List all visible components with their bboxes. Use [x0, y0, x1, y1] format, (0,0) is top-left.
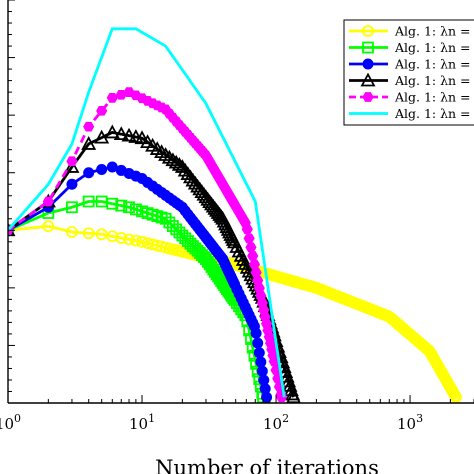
data-point-marker: [159, 212, 172, 225]
data-point-marker: [250, 327, 262, 339]
data-point-marker: [362, 58, 374, 70]
data-point-marker: [248, 259, 261, 270]
data-point-marker: [171, 156, 187, 171]
data-point-marker: [163, 216, 176, 229]
plot-area: [8, 27, 462, 403]
data-point-marker: [96, 164, 108, 176]
axes: [7, 0, 474, 404]
data-point-marker: [170, 223, 183, 236]
x-axis-label: Number of iterations: [155, 456, 379, 474]
data-point-marker: [243, 233, 255, 244]
legend-label: Alg. 1: λn =: [394, 24, 471, 39]
data-point-marker: [276, 359, 292, 374]
data-point-marker: [255, 356, 267, 368]
data-point-marker: [81, 136, 97, 150]
data-point-marker: [140, 134, 156, 149]
data-point-marker: [66, 156, 78, 167]
legend-label: Alg. 1: λn =: [394, 40, 471, 55]
data-point-marker: [94, 129, 110, 144]
data-point-marker: [247, 251, 259, 261]
legend-label: Alg. 1: λn =: [394, 57, 471, 72]
data-point-marker: [129, 203, 142, 216]
data-point-marker: [450, 391, 462, 403]
x-tick-label: 103: [397, 412, 423, 433]
x-axis-ticks: 100 101 102 103: [0, 395, 474, 433]
data-point-marker: [196, 249, 208, 261]
data-point-marker: [252, 337, 264, 349]
legend-entry: Alg. 1: λn =: [349, 106, 471, 121]
data-point-marker: [286, 389, 301, 403]
data-point-marker: [66, 226, 78, 238]
data-point-marker: [82, 195, 95, 208]
legend: Alg. 1: λn =Alg. 1: λn =Alg. 1: λn =Alg.…: [343, 19, 474, 126]
data-point-marker: [95, 228, 108, 241]
data-point-marker: [82, 227, 95, 240]
data-point-marker: [362, 41, 374, 54]
data-point-marker: [279, 368, 295, 383]
legend-label: Alg. 1: λn =: [394, 106, 471, 121]
series-6: [8, 27, 286, 398]
legend-entry: Alg. 1: λn =: [349, 72, 471, 88]
data-point-marker: [362, 25, 374, 37]
legend-entry: Alg. 1: λn =: [349, 90, 471, 105]
data-point-marker: [42, 220, 55, 233]
x-tick-label: 101: [129, 412, 155, 433]
data-point-marker: [136, 235, 148, 248]
data-point-marker: [121, 127, 137, 142]
data-point-marker: [245, 242, 257, 253]
data-point-marker: [129, 234, 142, 247]
data-point-marker: [96, 105, 108, 116]
data-point-marker: [165, 152, 181, 167]
data-point-marker: [253, 347, 265, 359]
legend-entry: Alg. 1: λn =: [349, 57, 471, 72]
legend-label: Alg. 1: λn =: [394, 73, 471, 88]
data-point-marker: [278, 364, 294, 378]
data-point-marker: [167, 220, 179, 232]
data-point-marker: [250, 267, 262, 278]
legend-entry: Alg. 1: λn =: [349, 40, 471, 55]
series-5: [8, 87, 288, 403]
data-point-marker: [168, 154, 184, 169]
data-point-marker: [123, 201, 135, 214]
data-point-marker: [256, 365, 268, 377]
legend-box: [343, 19, 474, 126]
data-point-marker: [113, 126, 129, 141]
data-point-marker: [83, 121, 95, 132]
series-line: [8, 27, 286, 398]
data-point-marker: [42, 196, 54, 207]
data-point-marker: [161, 149, 177, 164]
data-point-marker: [106, 197, 119, 210]
series-2: [8, 195, 269, 403]
data-point-marker: [362, 92, 374, 102]
data-point-marker: [66, 201, 78, 214]
data-point-marker: [261, 391, 273, 403]
data-point-marker: [281, 373, 297, 388]
legend-label: Alg. 1: λn =: [394, 90, 471, 105]
x-tick-label: 102: [263, 412, 289, 433]
data-point-marker: [241, 224, 253, 235]
series-1: [8, 220, 462, 403]
data-point-marker: [64, 159, 80, 173]
data-point-marker: [115, 199, 128, 212]
data-point-marker: [134, 130, 150, 145]
data-point-marker: [106, 93, 118, 103]
data-point-marker: [83, 167, 95, 179]
data-point-marker: [66, 178, 78, 190]
data-point-marker: [104, 124, 120, 139]
data-point-marker: [360, 72, 376, 87]
series-3: [8, 161, 273, 403]
data-point-marker: [123, 233, 135, 246]
legend-entry: Alg. 1: λn =: [349, 24, 471, 39]
x-tick-label: 100: [0, 412, 21, 433]
data-point-marker: [115, 232, 128, 244]
